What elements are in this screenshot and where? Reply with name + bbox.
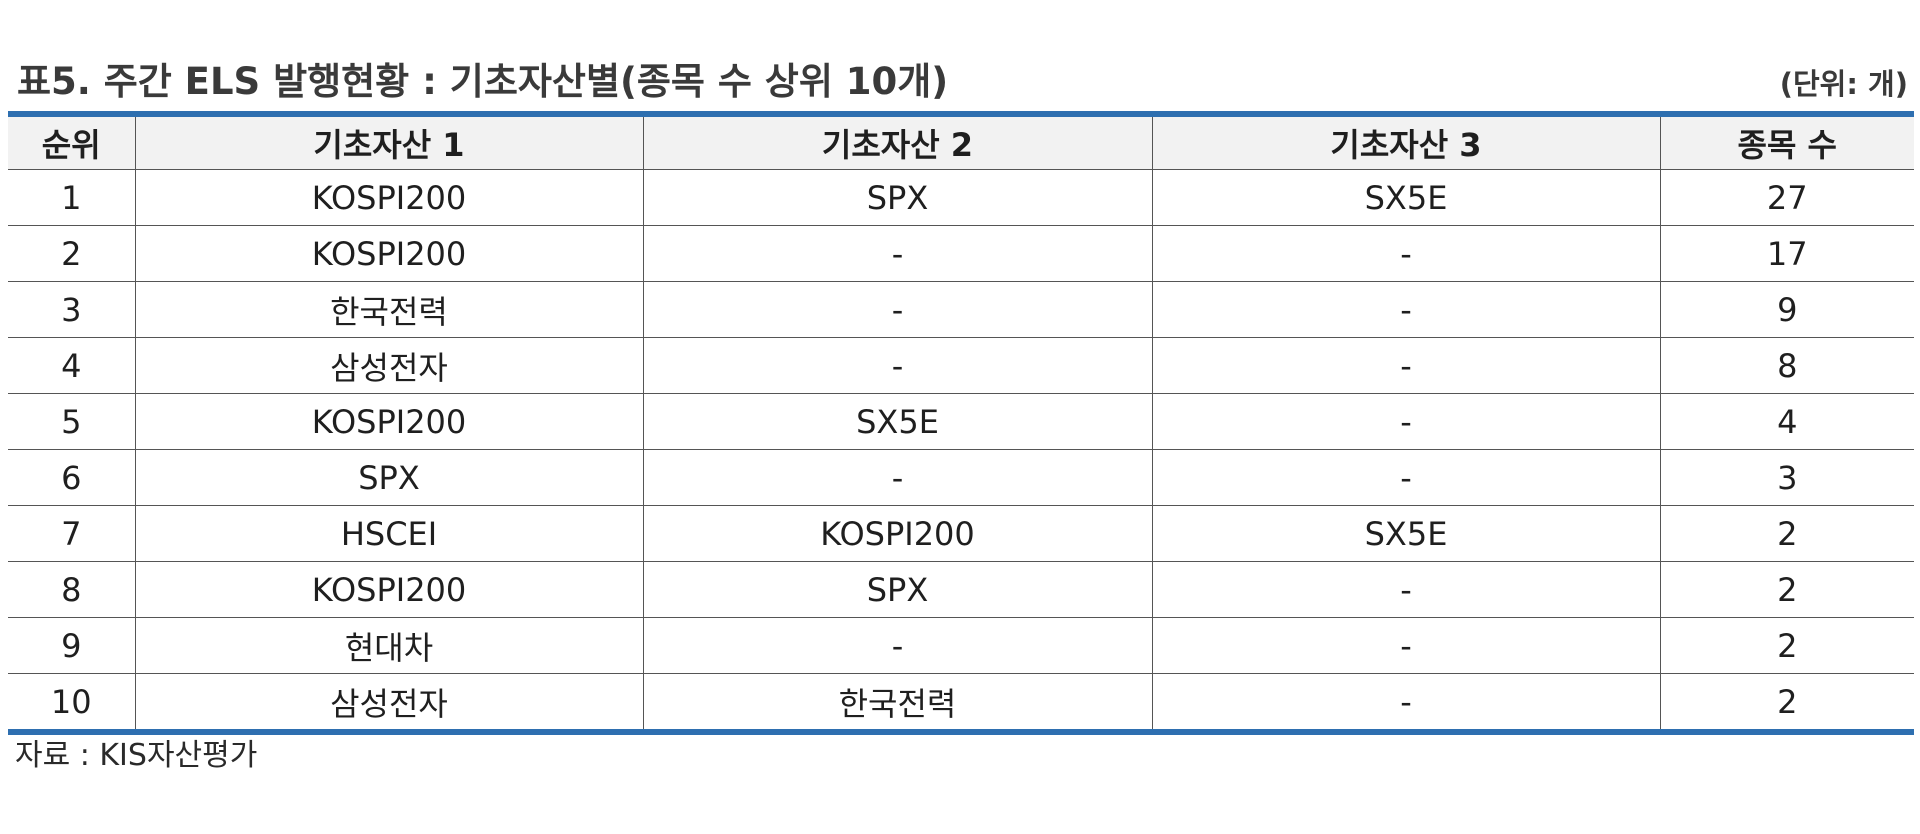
cell-count: 9 [1659, 281, 1914, 338]
cell-rank: 3 [8, 281, 135, 338]
cell-asset-2: SPX [642, 561, 1152, 618]
cell-asset-1: KOSPI200 [134, 169, 643, 226]
cell-count: 3 [1659, 449, 1914, 506]
table-row: 5 KOSPI200 SX5E - 4 [8, 393, 1914, 450]
cell-asset-2: - [642, 337, 1152, 394]
cell-rank: 8 [8, 561, 135, 618]
cell-rank: 6 [8, 449, 135, 506]
table-title: 표5. 주간 ELS 발행현황 : 기초자산별(종목 수 상위 10개) [17, 60, 949, 103]
els-issuance-table: 순위 기초자산 1 기초자산 2 기초자산 3 종목 수 1 KOSPI200 … [8, 111, 1914, 735]
cell-count: 4 [1659, 393, 1914, 450]
cell-asset-1: 현대차 [134, 617, 643, 674]
cell-asset-3: - [1151, 561, 1660, 618]
cell-asset-3: - [1151, 337, 1660, 394]
header-asset-3: 기초자산 3 [1151, 114, 1660, 170]
table-header: 순위 기초자산 1 기초자산 2 기초자산 3 종목 수 [8, 114, 1914, 170]
cell-rank: 4 [8, 337, 135, 394]
cell-count: 8 [1659, 337, 1914, 394]
table-row: 10 삼성전자 한국전력 - 2 [8, 673, 1914, 732]
table-row: 7 HSCEI KOSPI200 SX5E 2 [8, 505, 1914, 562]
table-row: 6 SPX - - 3 [8, 449, 1914, 506]
cell-rank: 10 [50, 682, 92, 721]
cell-count: 27 [1659, 169, 1914, 226]
cell-rank: 1 [8, 169, 135, 226]
cell-asset-3: SX5E [1151, 505, 1660, 562]
cell-rank: 5 [8, 393, 135, 450]
cell-asset-3: - [1151, 281, 1660, 338]
cell-rank: 9 [8, 617, 135, 674]
table-row: 8 KOSPI200 SPX - 2 [8, 561, 1914, 618]
cell-asset-1: KOSPI200 [134, 561, 643, 618]
cell-rank: 2 [8, 225, 135, 282]
header-asset-1: 기초자산 1 [134, 114, 643, 170]
cell-asset-2: - [642, 617, 1152, 674]
cell-asset-2: - [642, 281, 1152, 338]
table-row: 9 현대차 - - 2 [8, 617, 1914, 674]
cell-count: 2 [1659, 617, 1914, 674]
cell-asset-2: KOSPI200 [642, 505, 1152, 562]
table-body: 1 KOSPI200 SPX SX5E 27 2 KOSPI200 - - 17… [8, 169, 1914, 732]
cell-asset-3: - [1151, 617, 1660, 674]
cell-asset-2: 한국전력 [642, 673, 1152, 732]
header-row: 순위 기초자산 1 기초자산 2 기초자산 3 종목 수 [8, 114, 1914, 170]
table-row: 3 한국전력 - - 9 [8, 281, 1914, 338]
unit-label: (단위: 개) [1779, 67, 1908, 101]
cell-asset-3: - [1151, 673, 1660, 732]
els-issuance-table-container: 순위 기초자산 1 기초자산 2 기초자산 3 종목 수 1 KOSPI200 … [8, 111, 1914, 735]
cell-asset-3: - [1151, 449, 1660, 506]
cell-count: 2 [1659, 505, 1914, 562]
table-row: 4 삼성전자 - - 8 [8, 337, 1914, 394]
cell-asset-1: HSCEI [134, 505, 643, 562]
cell-asset-2: - [642, 225, 1152, 282]
cell-asset-2: SPX [642, 169, 1152, 226]
cell-asset-2: - [642, 449, 1152, 506]
cell-asset-3: - [1151, 225, 1660, 282]
cell-count: 2 [1659, 673, 1914, 732]
source-note: 자료 : KIS자산평가 [15, 738, 258, 773]
cell-asset-1: KOSPI200 [134, 393, 643, 450]
cell-asset-1: KOSPI200 [134, 225, 643, 282]
cell-asset-1: 삼성전자 [134, 337, 643, 394]
cell-count: 2 [1659, 561, 1914, 618]
cell-rank: 7 [8, 505, 135, 562]
table-row: 2 KOSPI200 - - 17 [8, 225, 1914, 282]
cell-count: 17 [1659, 225, 1914, 282]
header-rank: 순위 [8, 114, 135, 170]
cell-asset-3: SX5E [1151, 169, 1660, 226]
cell-asset-2: SX5E [642, 393, 1152, 450]
cell-asset-1: 한국전력 [134, 281, 643, 338]
cell-asset-3: - [1151, 393, 1660, 450]
header-asset-2: 기초자산 2 [642, 114, 1152, 170]
table-row: 1 KOSPI200 SPX SX5E 27 [8, 169, 1914, 226]
cell-asset-1: 삼성전자 [134, 673, 643, 732]
cell-asset-1: SPX [134, 449, 643, 506]
header-count: 종목 수 [1659, 114, 1914, 170]
